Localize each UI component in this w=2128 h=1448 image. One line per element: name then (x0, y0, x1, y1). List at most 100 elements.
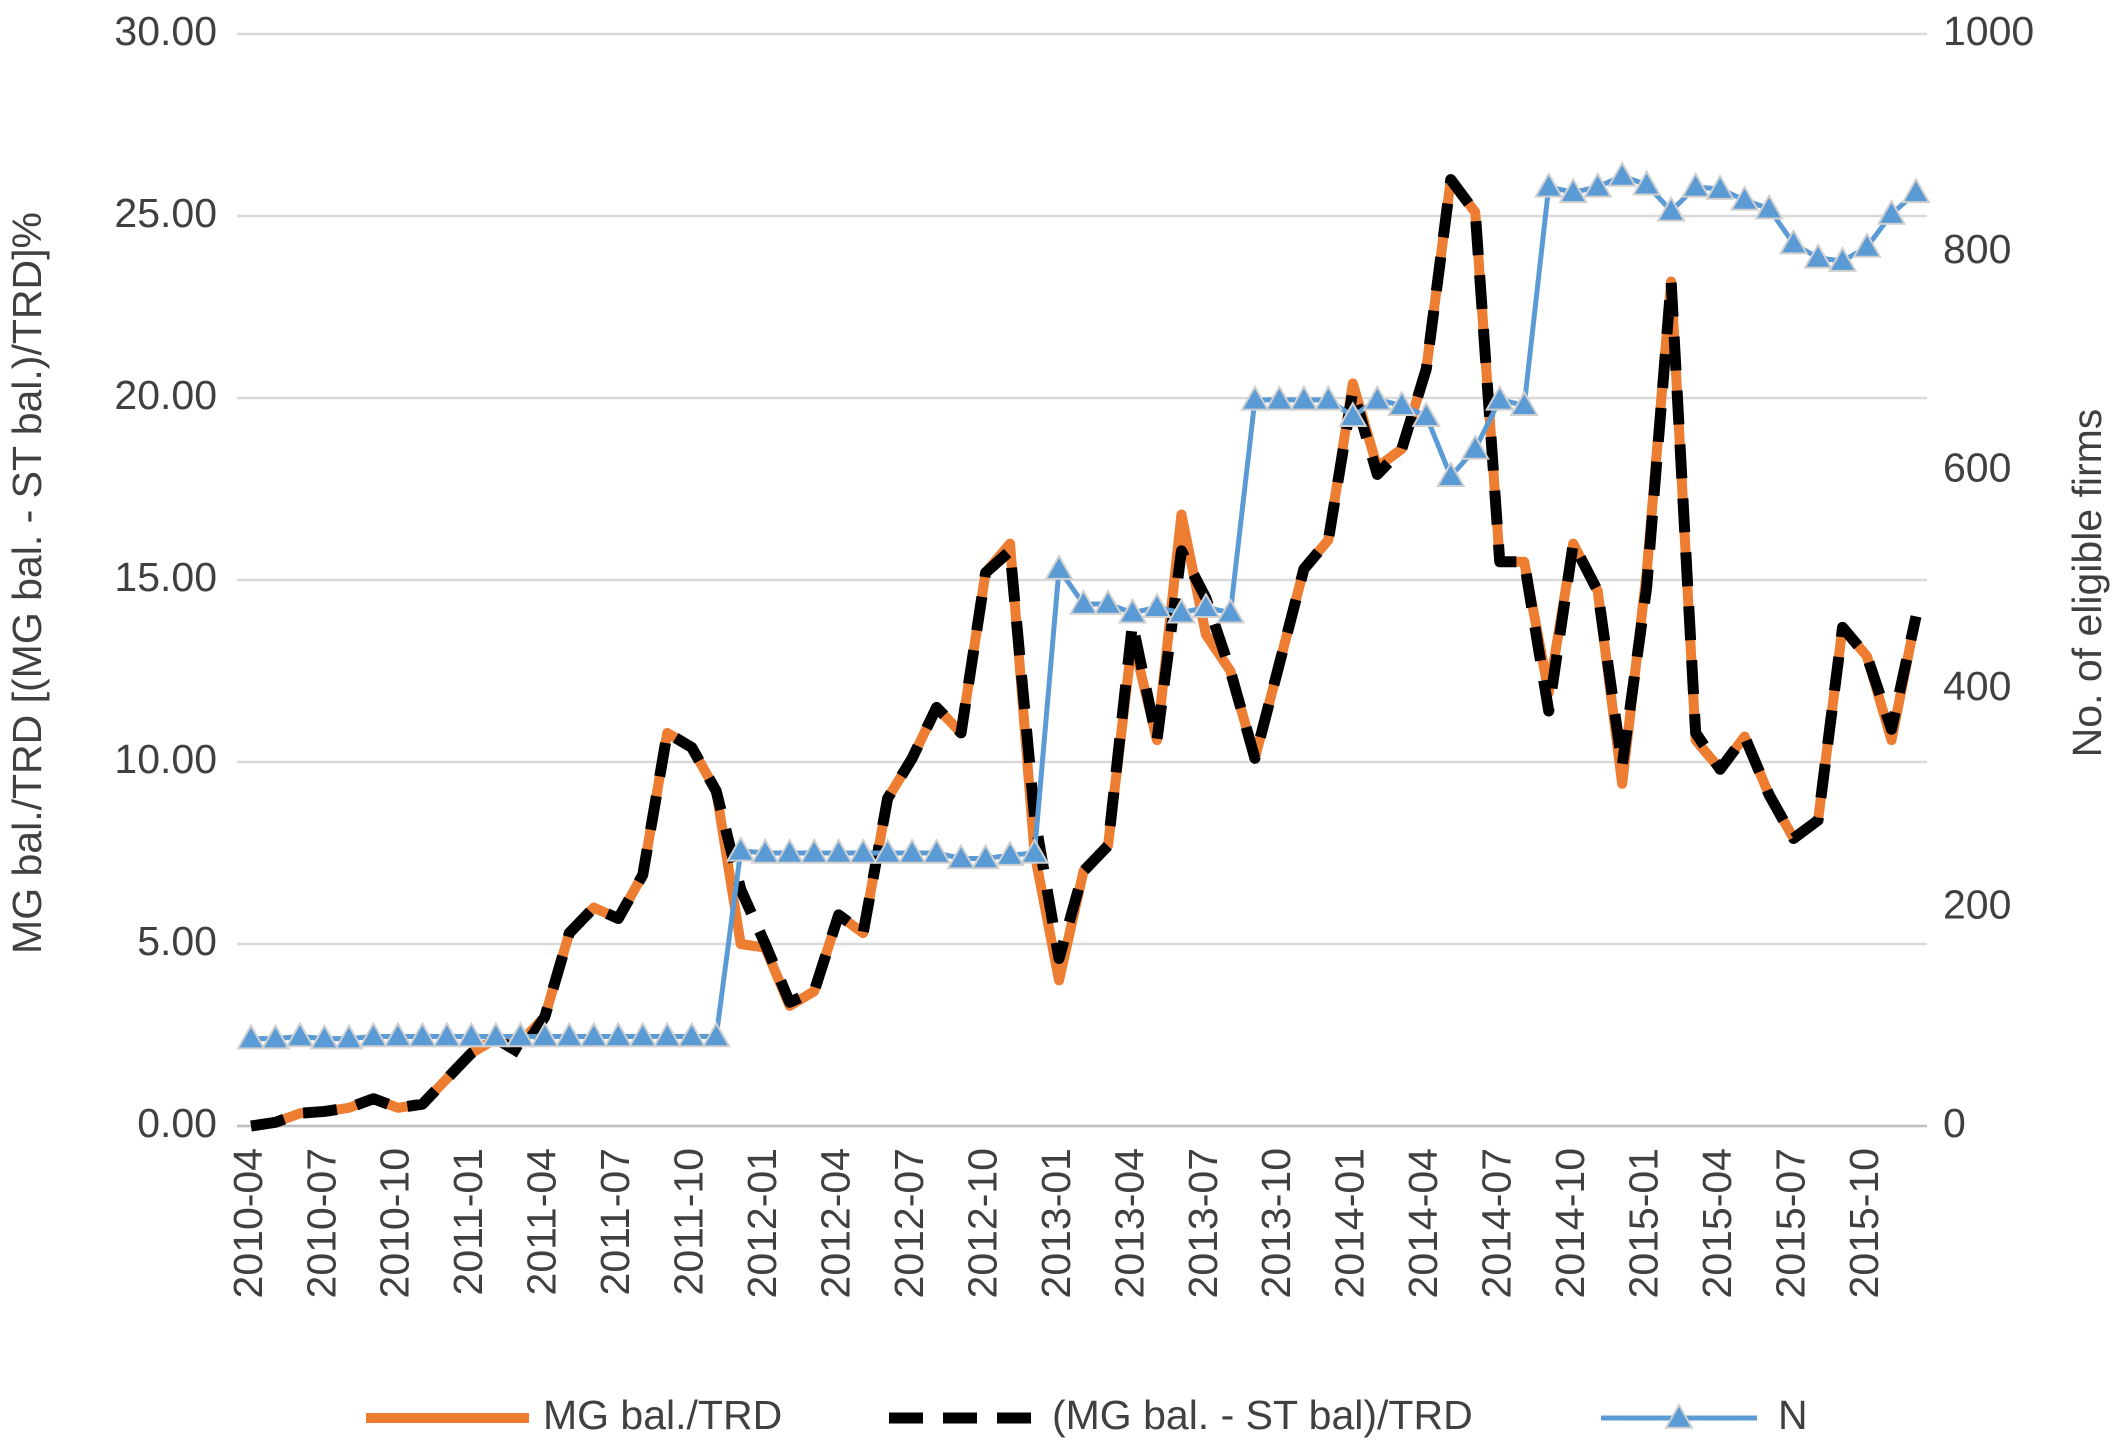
marker (774, 837, 805, 864)
marker (260, 1023, 291, 1050)
y-axis-title: MG bal./TRD [(MG bal. - ST bal.)/TRD]% (4, 212, 50, 954)
x-tick-label: 2011-10 (666, 1148, 712, 1295)
x-tick-label: 2013-01 (1033, 1148, 1079, 1298)
marker (1656, 195, 1686, 222)
marker (1754, 193, 1784, 220)
marker (358, 1021, 389, 1048)
marker (725, 835, 756, 862)
marker (1313, 384, 1344, 411)
marker (1362, 384, 1393, 411)
x-tick-label: 2011-07 (592, 1148, 638, 1295)
x-tick-label: 2010-07 (298, 1148, 344, 1298)
x-tick-label: 2015-07 (1767, 1148, 1813, 1298)
marker (456, 1021, 487, 1048)
marker (921, 837, 952, 864)
y2-tick-label: 0 (1943, 1100, 1966, 1146)
y-tick-label: 0.00 (137, 1100, 217, 1146)
marker (1142, 592, 1172, 619)
marker (750, 837, 780, 864)
marker (1166, 597, 1197, 624)
marker (1533, 171, 1564, 198)
marker (1876, 199, 1907, 225)
marker (432, 1021, 462, 1048)
x-tick-label: 2011-04 (519, 1148, 565, 1295)
marker (897, 837, 927, 864)
marker (701, 1021, 731, 1048)
marker (481, 1021, 511, 1048)
y2-tick-label: 1000 (1943, 8, 2034, 54)
y2-tick-label: 800 (1943, 226, 2011, 272)
marker (579, 1021, 609, 1048)
marker (1215, 597, 1246, 624)
marker (628, 1021, 658, 1048)
series-line (250, 174, 1922, 1132)
y-tick-label: 20.00 (114, 372, 217, 418)
x-tick-label: 2014-07 (1474, 1148, 1520, 1298)
marker (1827, 246, 1858, 272)
x-tick-label: 2015-10 (1841, 1148, 1887, 1298)
marker (848, 837, 878, 864)
x-tick-label: 2014-01 (1327, 1148, 1373, 1298)
x-tick-label: 2015-01 (1620, 1148, 1666, 1298)
x-tick-label: 2012-07 (886, 1148, 932, 1298)
legend-label: N (1778, 1392, 1808, 1438)
marker (1631, 169, 1662, 196)
marker (799, 837, 829, 864)
marker (1338, 401, 1368, 427)
x-tick-label: 2012-04 (812, 1148, 858, 1298)
x-tick-label: 2010-10 (372, 1148, 418, 1298)
marker (946, 843, 976, 870)
y-tick-label: 5.00 (137, 918, 217, 964)
marker (603, 1021, 634, 1048)
y-tick-label: 25.00 (114, 190, 217, 236)
marker (309, 1023, 340, 1050)
x-tick-label: 2010-04 (225, 1148, 271, 1298)
marker (236, 1023, 266, 1050)
marker (872, 837, 903, 864)
marker (530, 1021, 560, 1048)
x-tick-label: 2013-07 (1180, 1148, 1226, 1298)
marker (1680, 171, 1711, 198)
x-tick-label: 2013-10 (1253, 1148, 1299, 1298)
marker (1778, 228, 1809, 255)
marker (1044, 554, 1074, 580)
marker (652, 1021, 682, 1048)
marker (677, 1021, 707, 1048)
marker (823, 837, 854, 864)
y2-axis-title: No. of eligible firms (2064, 409, 2110, 758)
y-tick-label: 10.00 (114, 736, 217, 782)
marker (1582, 171, 1613, 198)
marker (1852, 231, 1882, 258)
marker (1729, 184, 1760, 211)
y-tick-label: 30.00 (114, 8, 217, 54)
y2-tick-label: 200 (1943, 881, 2011, 927)
x-tick-label: 2012-10 (959, 1148, 1005, 1298)
legend-label: MG bal./TRD (543, 1392, 782, 1438)
marker (970, 843, 1001, 870)
marker (1607, 160, 1637, 187)
marker (383, 1021, 413, 1048)
marker (1264, 384, 1295, 411)
marker (1068, 589, 1099, 615)
marker (1387, 390, 1417, 417)
marker (285, 1021, 315, 1048)
marker (1240, 384, 1270, 411)
legend-marker (1664, 1402, 1694, 1429)
x-tick-label: 2014-10 (1547, 1148, 1593, 1298)
marker (1289, 384, 1319, 411)
marker (1509, 390, 1539, 417)
x-tick-label: 2011-01 (445, 1148, 491, 1295)
marker (1093, 589, 1123, 615)
x-tick-label: 2013-04 (1106, 1148, 1152, 1298)
y-tick-label: 15.00 (114, 554, 217, 600)
marker (1436, 461, 1466, 488)
marker (1411, 401, 1442, 427)
marker (1901, 177, 1931, 204)
marker (407, 1021, 438, 1048)
marker (995, 840, 1025, 866)
x-tick-label: 2015-04 (1694, 1148, 1740, 1298)
marker (1558, 177, 1588, 204)
marker (1191, 592, 1221, 619)
marker (505, 1021, 536, 1048)
